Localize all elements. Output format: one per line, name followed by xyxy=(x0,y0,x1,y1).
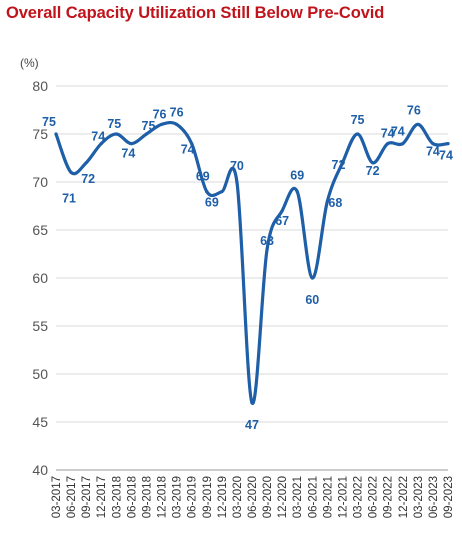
x-tick-label: 09-2020 xyxy=(262,476,274,518)
x-tick-label: 06-2019 xyxy=(187,476,199,518)
data-point xyxy=(205,190,209,194)
x-tick-label: 09-2023 xyxy=(443,476,455,518)
data-label: 72 xyxy=(332,158,346,172)
y-tick-label: 60 xyxy=(32,270,48,286)
data-label: 60 xyxy=(305,293,319,307)
y-tick-label: 50 xyxy=(32,366,48,382)
y-axis-unit: (%) xyxy=(20,56,39,70)
data-point xyxy=(114,132,118,136)
data-point xyxy=(386,142,390,146)
x-tick-label: 12-2021 xyxy=(337,476,349,518)
y-tick-label: 65 xyxy=(32,222,48,238)
y-tick-label: 70 xyxy=(32,174,48,190)
data-label: 68 xyxy=(328,196,342,210)
y-tick-label: 45 xyxy=(32,414,48,430)
data-point xyxy=(220,190,224,194)
series-line xyxy=(54,120,450,405)
data-label: 74 xyxy=(391,125,405,139)
data-point xyxy=(235,180,239,184)
data-point xyxy=(54,132,58,136)
data-label: 75 xyxy=(142,119,156,133)
x-tick-label: 03-2021 xyxy=(292,476,304,518)
data-point xyxy=(84,161,88,165)
x-tick-label: 12-2019 xyxy=(217,476,229,518)
data-label: 74 xyxy=(381,127,395,141)
y-tick-label: 80 xyxy=(32,78,48,94)
data-label: 75 xyxy=(107,117,121,131)
data-label: 67 xyxy=(275,214,289,228)
y-tick-label: 75 xyxy=(32,126,48,142)
x-tick-label: 12-2018 xyxy=(157,476,169,518)
data-label: 74 xyxy=(91,130,105,144)
data-point xyxy=(159,122,164,126)
data-point xyxy=(69,170,73,174)
x-tick-label: 03-2017 xyxy=(51,476,63,518)
x-tick-label: 09-2022 xyxy=(383,476,395,518)
x-tick-label: 06-2023 xyxy=(428,476,440,518)
x-tick-label: 03-2020 xyxy=(232,476,244,518)
x-tick-label: 06-2022 xyxy=(368,476,380,518)
data-label: 74 xyxy=(439,149,453,163)
x-tick-label: 03-2023 xyxy=(413,476,425,518)
x-tick-label: 06-2018 xyxy=(126,476,138,518)
chart-title: Overall Capacity Utilization Still Below… xyxy=(6,4,385,22)
data-point xyxy=(175,122,179,126)
x-tick-label: 03-2018 xyxy=(111,476,123,518)
data-point xyxy=(295,190,299,194)
data-point xyxy=(325,199,329,203)
data-label: 74 xyxy=(121,147,135,161)
data-label: 76 xyxy=(407,103,421,117)
data-label: 71 xyxy=(62,191,76,205)
data-label: 63 xyxy=(260,234,274,248)
y-tick-label: 40 xyxy=(32,462,48,478)
data-label: 74 xyxy=(426,145,440,159)
data-point xyxy=(431,142,435,146)
x-tick-label: 12-2017 xyxy=(96,476,108,518)
x-tick-label: 06-2021 xyxy=(307,476,319,518)
data-point xyxy=(401,142,405,146)
x-tick-label: 12-2022 xyxy=(398,476,410,518)
x-tick-label: 03-2022 xyxy=(353,476,365,518)
data-label: 74 xyxy=(181,143,195,157)
data-point xyxy=(129,142,133,146)
data-label: 76 xyxy=(170,105,184,119)
data-label: 70 xyxy=(230,159,244,173)
x-tick-label: 12-2020 xyxy=(277,476,289,518)
data-label: 75 xyxy=(42,115,56,129)
data-label: 69 xyxy=(290,169,304,183)
data-point xyxy=(310,276,314,280)
data-label: 72 xyxy=(81,172,95,186)
x-tick-label: 09-2019 xyxy=(202,476,214,518)
data-point xyxy=(355,132,360,136)
x-tick-label: 09-2021 xyxy=(322,476,334,518)
data-label: 47 xyxy=(245,418,259,432)
data-point xyxy=(190,142,194,146)
data-label: 69 xyxy=(196,170,210,184)
data-label: 69 xyxy=(205,196,219,210)
x-tick-label: 06-2020 xyxy=(247,476,259,518)
data-point xyxy=(250,401,254,405)
data-label: 76 xyxy=(153,107,167,121)
data-point xyxy=(265,247,269,251)
data-point xyxy=(416,122,420,126)
x-tick-label: 09-2018 xyxy=(141,476,153,518)
x-tick-label: 06-2017 xyxy=(66,476,78,518)
x-tick-label: 09-2017 xyxy=(81,476,93,518)
data-point xyxy=(446,142,450,146)
data-label: 72 xyxy=(366,164,380,178)
data-point xyxy=(99,142,103,146)
data-point xyxy=(280,209,284,213)
data-point xyxy=(340,161,345,165)
data-label: 75 xyxy=(351,113,365,127)
data-point xyxy=(371,161,375,165)
x-tick-label: 03-2019 xyxy=(172,476,184,518)
data-point xyxy=(144,132,149,136)
y-tick-label: 55 xyxy=(32,318,48,334)
